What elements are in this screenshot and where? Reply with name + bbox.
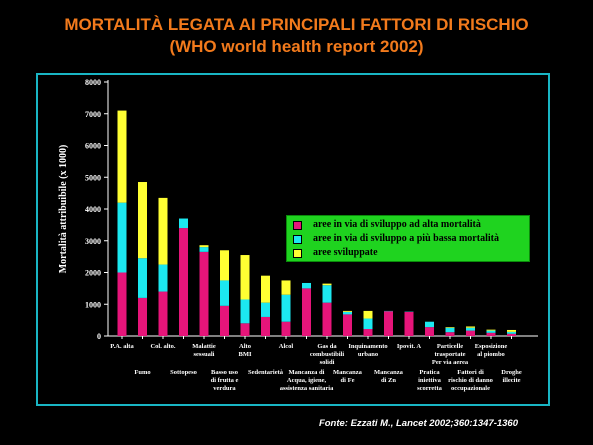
x-tick-label-6: Basso uso di frutta e verdura bbox=[211, 369, 239, 392]
x-tick-label-8: Sedentarietà bbox=[248, 369, 284, 376]
bar-11-series-3 bbox=[322, 283, 332, 286]
bar-10-series-2 bbox=[302, 282, 311, 289]
bar-9-series-3 bbox=[281, 280, 291, 295]
bar-6-series-2 bbox=[220, 280, 229, 306]
bar-11-series-1 bbox=[322, 302, 332, 336]
bar-11-series-2 bbox=[322, 285, 332, 303]
bar-9-series-1 bbox=[281, 321, 291, 336]
x-tick-label-20: Droghe illecite bbox=[501, 369, 522, 384]
bar-12-series-3 bbox=[343, 310, 352, 312]
chart-legend: aree in via di sviluppo ad alta mortalit… bbox=[286, 215, 530, 262]
x-tick-label-2: Fumo bbox=[134, 369, 150, 376]
x-tick-label-5: Malattie sessuali bbox=[192, 343, 216, 358]
bar-18-series-3 bbox=[466, 326, 475, 328]
bar-3-series-3 bbox=[158, 197, 168, 265]
bar-12-series-2 bbox=[343, 311, 352, 315]
x-tick-label-13: Inquinamento urbano bbox=[348, 343, 387, 358]
bar-14-series-1 bbox=[384, 311, 393, 336]
bar-16-series-1 bbox=[425, 327, 434, 336]
x-tick-label-1: P.A. alta bbox=[110, 343, 134, 350]
legend-swatch-series-2 bbox=[293, 235, 302, 244]
bar-20-series-2 bbox=[507, 331, 516, 334]
x-tick-label-11: Gas da combustibili solidi bbox=[310, 343, 345, 366]
bar-19-series-2 bbox=[486, 330, 496, 333]
bar-18-series-1 bbox=[466, 330, 475, 336]
source-citation: Fonte: Ezzati M., Lancet 2002;360:1347-1… bbox=[318, 418, 518, 429]
legend-swatch-series-1 bbox=[293, 221, 302, 230]
y-axis-label: Mortalità attribuibile (x 1000) bbox=[58, 145, 69, 274]
bar-3-series-2 bbox=[158, 264, 168, 292]
legend-label-series-1: aree in via di sviluppo ad alta mortalit… bbox=[313, 219, 481, 230]
bar-19-series-1 bbox=[486, 332, 496, 336]
stacked-bar-chart: 0 1000 2000 3000 4000 5000 6000 7000 8000 Mortali… bbox=[58, 78, 538, 392]
bar-7-series-2 bbox=[240, 299, 250, 324]
bar-1-series-3 bbox=[117, 110, 127, 203]
x-tick-label-19: Esposizione al piombo bbox=[475, 343, 508, 358]
x-tick-label-14: Mancanza di Zn bbox=[374, 369, 404, 384]
bar-15-series-1 bbox=[404, 311, 414, 336]
x-tick-label-4: Sottopeso bbox=[170, 369, 197, 376]
legend-label-series-3: aree sviluppate bbox=[313, 247, 378, 258]
bar-6-series-3 bbox=[220, 250, 229, 281]
bar-3-series-1 bbox=[158, 291, 168, 336]
y-tick-label-8: 8000 bbox=[85, 78, 101, 87]
bar-5-series-3 bbox=[199, 245, 209, 248]
bar-7-series-1 bbox=[240, 323, 250, 336]
x-tick-label-10: Mancanza di Acqua, igiene, assistenza sani… bbox=[280, 369, 334, 392]
bar-1-series-1 bbox=[117, 272, 127, 336]
bar-13-series-2 bbox=[363, 318, 373, 330]
bar-17-series-1 bbox=[445, 332, 455, 336]
y-tick-label-7: 7000 bbox=[85, 110, 101, 119]
bar-20-series-3 bbox=[507, 329, 516, 332]
y-tick-label-6: 6000 bbox=[85, 142, 101, 151]
x-tick-label-17: Particelle trasportate Per via aerea bbox=[432, 343, 469, 366]
bar-2-series-2 bbox=[138, 258, 147, 298]
bar-10-series-1 bbox=[302, 288, 311, 336]
bar-17-series-3 bbox=[445, 327, 455, 328]
bar-8-series-1 bbox=[261, 316, 270, 336]
y-tick-label-1: 1000 bbox=[85, 300, 101, 309]
bar-12-series-1 bbox=[343, 314, 352, 336]
bar-5-series-1 bbox=[199, 251, 209, 336]
bar-19-series-3 bbox=[486, 329, 496, 331]
y-tick-label-4: 4000 bbox=[85, 205, 101, 214]
y-tick-label-2: 2000 bbox=[85, 269, 101, 278]
x-tick-label-12: Mancanza di Fe bbox=[333, 369, 363, 384]
bar-7-series-3 bbox=[240, 255, 250, 300]
bar-2-series-1 bbox=[138, 297, 147, 336]
bar-16-series-2 bbox=[425, 321, 434, 328]
x-tick-label-18: Fattori di rischio di danno occupazionale bbox=[448, 369, 493, 392]
bar-5-series-2 bbox=[199, 247, 209, 252]
y-tick-label-5: 5000 bbox=[85, 173, 101, 182]
page-title: MORTALITÀ LEGATA AI PRINCIPALI FATTORI D… bbox=[64, 15, 529, 34]
bar-9-series-2 bbox=[281, 294, 291, 322]
bar-17-series-2 bbox=[445, 327, 455, 333]
legend-label-series-2: aree in via di sviluppo a più bassa mort… bbox=[313, 233, 499, 244]
bar-4-series-2 bbox=[179, 218, 188, 229]
bar-8-series-2 bbox=[261, 302, 270, 317]
x-tick-label-3: Col. alto. bbox=[150, 343, 175, 350]
x-tick-label-9: Alcol bbox=[279, 343, 294, 350]
page-subtitle: (WHO world health report 2002) bbox=[169, 37, 424, 56]
x-tick-label-16: Pratica iniettiva scorretta bbox=[417, 369, 443, 392]
bar-13-series-1 bbox=[363, 329, 373, 336]
x-tick-label-7: Alto BMI bbox=[239, 343, 252, 358]
bar-18-series-2 bbox=[466, 327, 475, 331]
bar-4-series-1 bbox=[179, 228, 188, 336]
bar-20-series-1 bbox=[507, 333, 516, 336]
chart-frame: 0 1000 2000 3000 4000 5000 6000 7000 8000 Mortali… bbox=[36, 73, 550, 406]
bar-13-series-3 bbox=[363, 310, 373, 319]
bar-1-series-2 bbox=[117, 202, 127, 273]
y-tick-label-3: 3000 bbox=[85, 237, 101, 246]
legend-swatch-series-3 bbox=[293, 249, 302, 258]
bar-6-series-1 bbox=[220, 305, 229, 336]
bar-8-series-3 bbox=[261, 275, 270, 303]
bar-2-series-3 bbox=[138, 182, 147, 259]
y-tick-label-0: 0 bbox=[97, 332, 101, 341]
x-tick-label-15: Ipovit. A bbox=[397, 343, 422, 350]
